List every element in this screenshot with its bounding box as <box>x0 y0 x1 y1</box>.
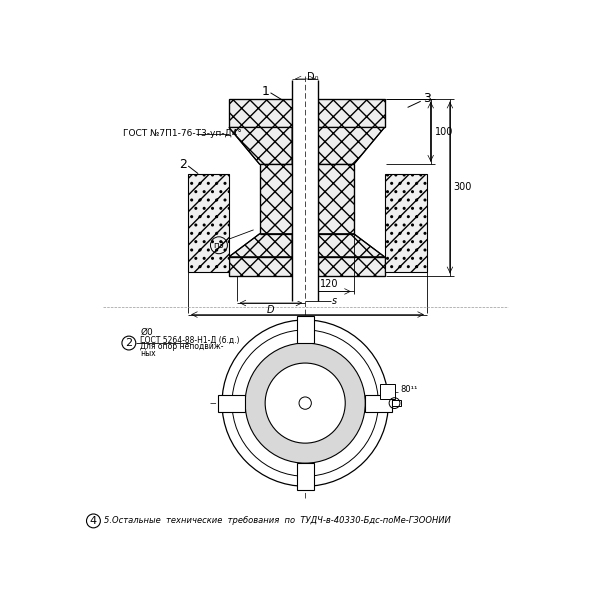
Polygon shape <box>318 99 385 127</box>
Polygon shape <box>188 173 229 272</box>
Text: п3: п3 <box>214 241 224 250</box>
Text: D₀: D₀ <box>308 73 319 82</box>
Polygon shape <box>318 233 385 257</box>
Text: 100: 100 <box>434 127 453 137</box>
Text: 80¹¹: 80¹¹ <box>400 385 417 394</box>
Bar <box>365 395 392 412</box>
Circle shape <box>222 320 388 486</box>
Polygon shape <box>318 164 354 233</box>
Text: 1: 1 <box>261 85 269 98</box>
Bar <box>218 395 245 412</box>
Text: ных: ных <box>140 349 156 358</box>
Circle shape <box>265 363 345 443</box>
Bar <box>392 400 401 406</box>
Text: 4: 4 <box>90 516 97 526</box>
Text: s: s <box>332 296 337 305</box>
Polygon shape <box>385 173 427 272</box>
Polygon shape <box>229 99 292 127</box>
Polygon shape <box>318 127 385 164</box>
Circle shape <box>245 343 365 463</box>
Text: 100: 100 <box>338 443 356 453</box>
Polygon shape <box>260 164 292 233</box>
Polygon shape <box>229 99 385 127</box>
Polygon shape <box>229 257 292 276</box>
Text: 3: 3 <box>423 92 431 106</box>
Bar <box>292 80 318 301</box>
Text: Для опор неподвиж-: Для опор неподвиж- <box>140 343 224 352</box>
Text: 2: 2 <box>179 158 187 171</box>
Text: ГОСТ №7П1-76-Т3-уп-Д4°: ГОСТ №7П1-76-Т3-уп-Д4° <box>123 129 242 138</box>
Text: B*: B* <box>299 316 311 326</box>
Text: 120: 120 <box>320 279 338 289</box>
Text: 300: 300 <box>454 182 472 193</box>
Text: 2: 2 <box>125 338 133 348</box>
Bar <box>297 316 314 343</box>
Text: Ø0: Ø0 <box>140 328 153 337</box>
Text: D: D <box>267 305 275 314</box>
Polygon shape <box>229 127 292 164</box>
Bar <box>297 463 314 490</box>
Polygon shape <box>318 257 385 276</box>
Text: θ₁: θ₁ <box>391 398 398 407</box>
Bar <box>380 384 395 399</box>
Text: ГОСТ 5264-88-Н1-Д (б.д.): ГОСТ 5264-88-Н1-Д (б.д.) <box>140 335 240 344</box>
Text: 5.Остальные  технические  требования  по  ТУДЧ-в-40330-Бдс-поМе-ГЗООНИИ: 5.Остальные технические требования по ТУ… <box>104 517 451 526</box>
Polygon shape <box>229 233 292 257</box>
